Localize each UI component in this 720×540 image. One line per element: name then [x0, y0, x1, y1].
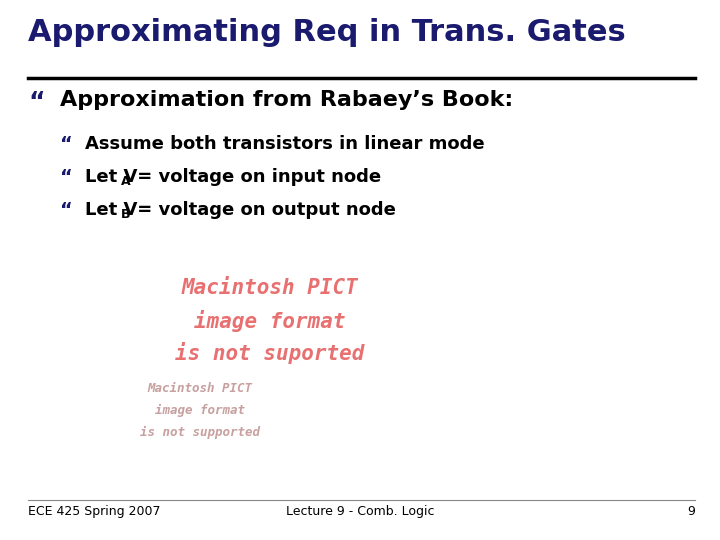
Text: image format: image format [155, 404, 245, 417]
Text: A: A [121, 175, 130, 188]
Text: Macintosh PICT: Macintosh PICT [181, 278, 359, 298]
Text: Lecture 9 - Comb. Logic: Lecture 9 - Comb. Logic [286, 505, 434, 518]
Text: “: “ [60, 135, 73, 154]
Text: “: “ [60, 201, 73, 220]
Text: is not suported: is not suported [175, 342, 365, 364]
Text: Approximation from Rabaey’s Book:: Approximation from Rabaey’s Book: [60, 90, 513, 110]
Text: Approximating Req in Trans. Gates: Approximating Req in Trans. Gates [28, 18, 626, 47]
Text: B: B [121, 208, 130, 221]
Text: Let V: Let V [85, 168, 138, 186]
Text: “: “ [60, 168, 73, 187]
Text: Macintosh PICT: Macintosh PICT [148, 382, 253, 395]
Text: = voltage on output node: = voltage on output node [131, 201, 396, 219]
Text: Assume both transistors in linear mode: Assume both transistors in linear mode [85, 135, 485, 153]
Text: = voltage on input node: = voltage on input node [131, 168, 381, 186]
Text: ECE 425 Spring 2007: ECE 425 Spring 2007 [28, 505, 161, 518]
Text: Let V: Let V [85, 201, 138, 219]
Text: is not supported: is not supported [140, 426, 260, 439]
Text: “: “ [28, 90, 45, 114]
Text: 9: 9 [687, 505, 695, 518]
Text: image format: image format [194, 310, 346, 332]
